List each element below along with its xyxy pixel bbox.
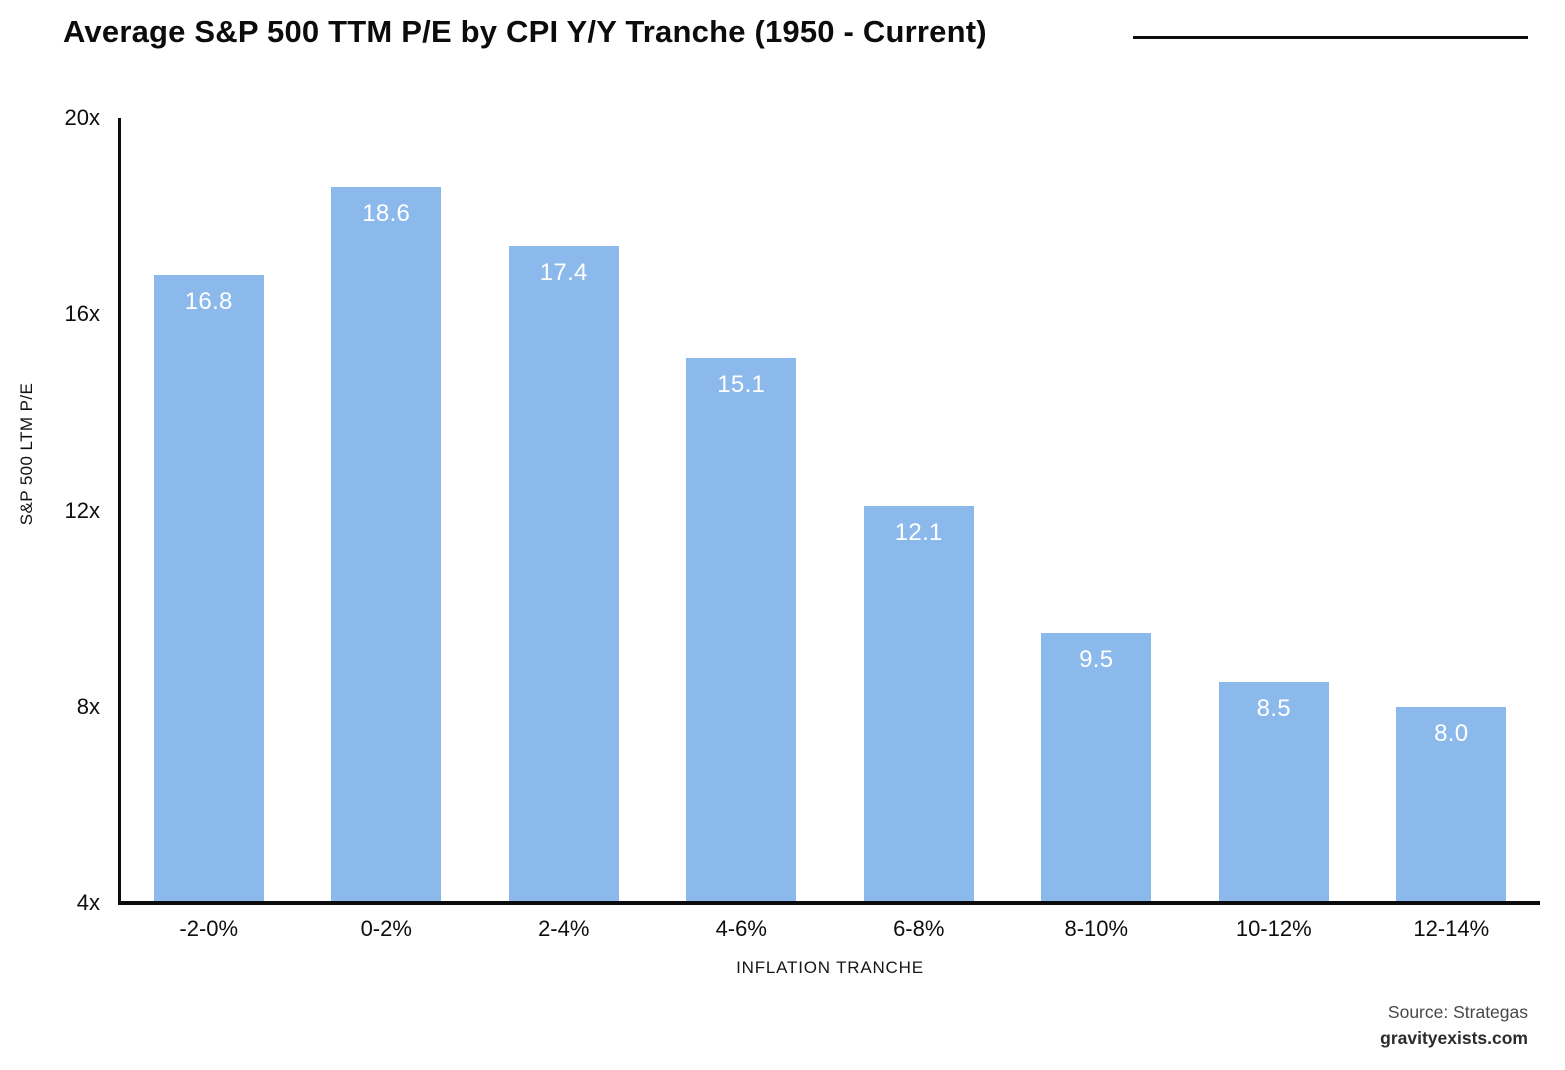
bar-2-4%: 17.4 (508, 245, 619, 903)
x-tick-label: 6-8% (893, 916, 945, 941)
bar-value-label: 8.0 (1434, 719, 1469, 747)
bar-6-8%: 12.1 (863, 505, 974, 903)
bar-12-14%: 8.0 (1396, 706, 1507, 903)
x-axis-line (118, 901, 1540, 905)
source-block: Source: Strategas gravityexists.com (1380, 999, 1528, 1051)
x-tick-label: 8-10% (1064, 916, 1129, 941)
bar-value-label: 15.1 (717, 371, 766, 399)
y-tick-label: 12x (64, 497, 100, 523)
y-tick-label: 20x (64, 105, 100, 130)
bar-8-10%: 9.5 (1041, 633, 1152, 903)
x-tick-label: 0-2% (360, 916, 412, 941)
bar-10-12%: 8.5 (1218, 682, 1329, 903)
site-text: gravityexists.com (1380, 1028, 1528, 1048)
y-axis-line (118, 118, 121, 905)
bar-0-2%: 18.6 (331, 186, 442, 903)
bar-value-label: 16.8 (184, 288, 233, 315)
y-tick-label: 8x (76, 693, 100, 719)
bar--2-0%: 16.8 (153, 275, 264, 903)
x-tick-label: 10-12% (1235, 916, 1312, 941)
y-tick-label: 16x (64, 301, 100, 327)
source-text: Source: Strategas (1387, 1002, 1528, 1022)
bar-value-label: 18.6 (362, 199, 411, 227)
x-tick-label: -2-0% (179, 916, 239, 941)
page-title: Average S&P 500 TTM P/E by CPI Y/Y Tranc… (63, 14, 987, 49)
bar-value-label: 12.1 (894, 518, 943, 546)
bar-value-label: 8.5 (1256, 695, 1291, 723)
x-tick-label: 4-6% (715, 916, 767, 941)
bar-value-label: 17.4 (539, 258, 588, 286)
x-tick-label: 12-14% (1413, 916, 1490, 941)
bar-4-6%: 15.1 (686, 358, 797, 903)
bar-value-label: 9.5 (1079, 646, 1114, 674)
title-rule (1133, 36, 1528, 39)
x-tick-label: 2-4% (538, 916, 590, 941)
y-tick-label: 4x (76, 890, 100, 915)
x-axis-title: INFLATION TRANCHE (736, 958, 924, 977)
